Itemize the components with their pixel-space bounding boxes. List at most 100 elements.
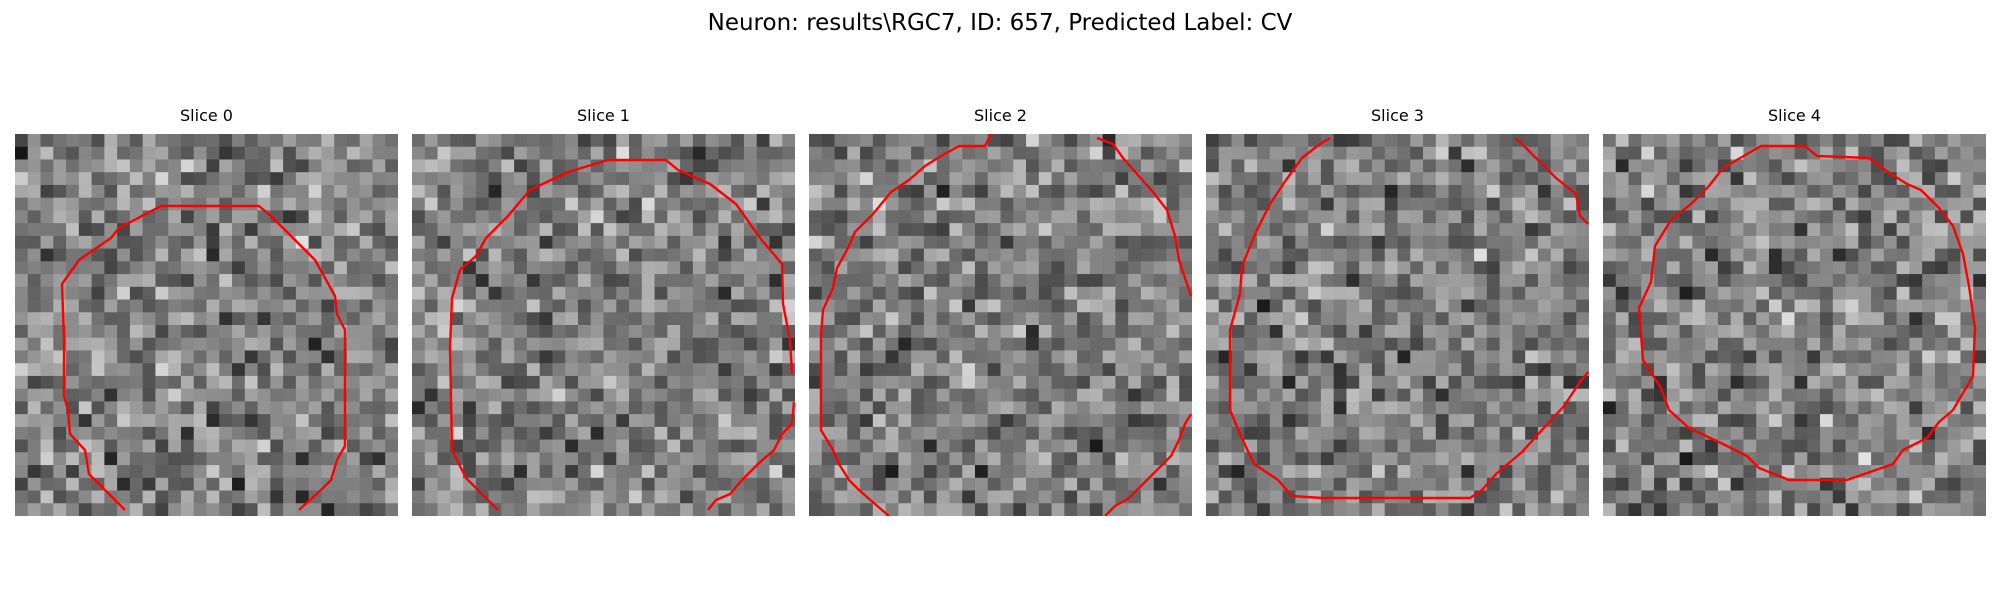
image-pixel: [705, 159, 719, 173]
image-pixel: [1820, 325, 1834, 339]
image-pixel: [1231, 503, 1245, 516]
image-pixel: [321, 172, 335, 186]
image-pixel: [385, 172, 398, 186]
image-pixel: [911, 414, 925, 428]
image-pixel: [1794, 210, 1808, 224]
image-pixel: [731, 159, 745, 173]
image-pixel: [424, 414, 439, 428]
image-pixel: [1654, 274, 1668, 288]
image-pixel: [257, 223, 271, 237]
image-pixel: [987, 503, 1002, 516]
image-pixel: [1346, 248, 1360, 262]
image-pixel: [437, 337, 451, 352]
image-pixel: [898, 223, 912, 237]
image-pixel: [1435, 439, 1450, 453]
image-pixel: [911, 312, 925, 326]
image-pixel: [1525, 350, 1539, 364]
image-pixel: [1346, 312, 1360, 326]
image-pixel: [641, 134, 656, 148]
image-pixel: [1295, 210, 1309, 224]
image-pixel: [936, 210, 951, 224]
image-pixel: [488, 261, 502, 275]
image-pixel: [463, 286, 477, 301]
image-pixel: [962, 223, 976, 237]
image-pixel: [1654, 312, 1668, 326]
image-pixel: [756, 286, 771, 301]
image-pixel: [168, 477, 182, 492]
image-pixel: [923, 274, 938, 288]
image-pixel: [168, 312, 182, 326]
image-pixel: [1231, 388, 1245, 402]
image-pixel: [180, 159, 195, 173]
image-pixel: [514, 465, 528, 479]
image-pixel: [257, 159, 271, 173]
image-pixel: [1089, 172, 1104, 186]
image-pixel: [27, 325, 42, 339]
image-pixel: [295, 350, 310, 364]
image-pixel: [334, 210, 348, 224]
image-pixel: [898, 134, 912, 148]
image-pixel: [539, 146, 554, 161]
image-pixel: [1384, 452, 1399, 466]
image-pixel: [718, 286, 732, 301]
image-pixel: [308, 134, 322, 148]
image-pixel: [40, 274, 54, 288]
image-pixel: [577, 477, 592, 492]
image-pixel: [308, 452, 322, 466]
image-pixel: [232, 210, 246, 224]
image-pixel: [295, 465, 310, 479]
image-pixel: [1089, 490, 1104, 504]
image-pixel: [629, 223, 643, 237]
image-pixel: [1333, 274, 1348, 288]
image-pixel: [1231, 184, 1245, 199]
grayscale-image: [412, 134, 795, 516]
grayscale-image: [1603, 134, 1986, 516]
image-pixel: [911, 325, 925, 339]
image-pixel: [232, 439, 246, 453]
image-pixel: [1423, 261, 1437, 275]
image-pixel: [15, 325, 29, 339]
image-pixel: [782, 465, 795, 479]
image-pixel: [1768, 503, 1783, 516]
image-pixel: [1717, 325, 1732, 339]
image-pixel: [1845, 274, 1859, 288]
image-pixel: [193, 375, 208, 390]
image-pixel: [654, 223, 668, 237]
image-pixel: [463, 414, 477, 428]
image-pixel: [1077, 388, 1091, 402]
image-pixel: [680, 465, 694, 479]
image-pixel: [488, 210, 502, 224]
image-pixel: [1743, 325, 1757, 339]
image-pixel: [424, 134, 439, 148]
image-pixel: [718, 388, 732, 402]
image-pixel: [501, 184, 515, 199]
image-pixel: [193, 159, 208, 173]
image-pixel: [1934, 146, 1949, 161]
image-pixel: [987, 146, 1002, 161]
image-pixel: [616, 426, 630, 441]
image-pixel: [346, 477, 361, 492]
image-pixel: [565, 426, 579, 441]
image-pixel: [283, 159, 297, 173]
image-pixel: [180, 299, 195, 313]
image-pixel: [1140, 159, 1155, 173]
image-pixel: [40, 223, 54, 237]
image-pixel: [1550, 414, 1565, 428]
image-pixel: [1423, 248, 1437, 262]
image-pixel: [91, 439, 105, 453]
image-pixel: [1461, 261, 1475, 275]
image-pixel: [412, 235, 426, 250]
image-pixel: [1922, 350, 1936, 364]
image-pixel: [1563, 274, 1577, 288]
image-pixel: [1308, 274, 1322, 288]
image-pixel: [552, 286, 566, 301]
image-pixel: [1320, 325, 1335, 339]
image-pixel: [743, 452, 758, 466]
image-pixel: [539, 452, 554, 466]
image-pixel: [270, 159, 284, 173]
image-pixel: [488, 274, 502, 288]
image-pixel: [885, 197, 899, 211]
image-pixel: [1550, 388, 1565, 402]
image-pixel: [1896, 172, 1910, 186]
image-pixel: [1371, 172, 1386, 186]
